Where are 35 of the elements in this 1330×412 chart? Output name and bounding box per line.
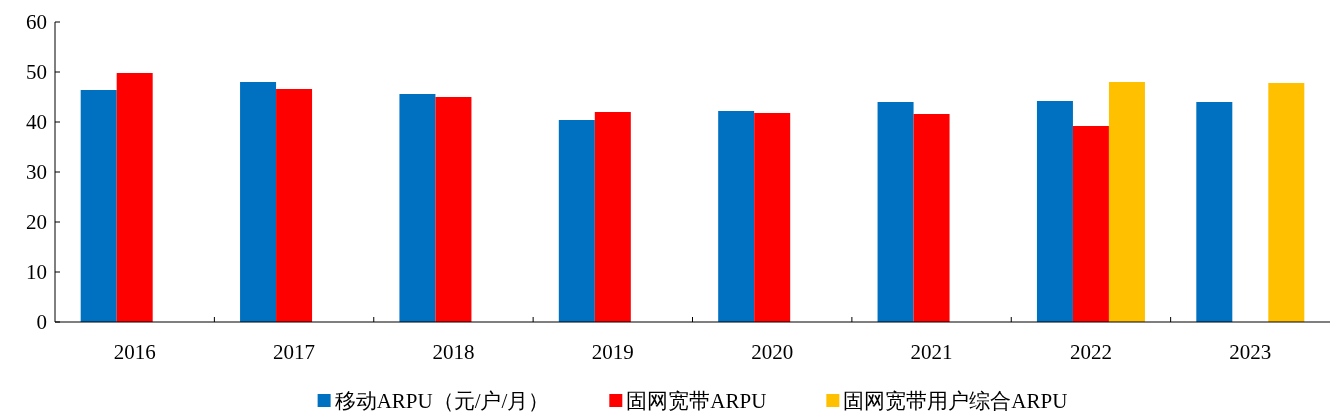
bar — [1268, 83, 1305, 322]
bar — [594, 112, 631, 322]
x-tick-label: 2018 — [432, 340, 475, 364]
bar — [877, 102, 914, 322]
y-tick-label: 20 — [26, 210, 47, 234]
x-tick-label: 2017 — [273, 340, 316, 364]
bar — [1072, 126, 1109, 322]
bar — [1196, 102, 1233, 322]
legend-label: 固网宽带用户综合ARPU — [843, 389, 1068, 412]
bar — [435, 97, 472, 322]
bar — [558, 120, 595, 322]
y-tick-label: 50 — [26, 60, 47, 84]
bar — [80, 90, 117, 322]
y-tick-label: 40 — [26, 110, 47, 134]
x-tick-label: 2020 — [751, 340, 794, 364]
bar — [276, 89, 313, 322]
x-tick-label: 2023 — [1229, 340, 1272, 364]
bar — [718, 111, 755, 322]
bar — [116, 73, 153, 322]
legend-label: 固网宽带ARPU — [626, 389, 767, 412]
y-tick-label: 0 — [36, 310, 47, 334]
bar — [1108, 82, 1145, 322]
x-tick-label: 2016 — [113, 340, 156, 364]
x-tick-label: 2022 — [1069, 340, 1112, 364]
bar — [399, 94, 436, 322]
legend-label: 移动ARPU（元/户/月） — [334, 389, 550, 412]
y-tick-label: 60 — [26, 10, 47, 34]
bar — [913, 114, 950, 322]
y-tick-label: 10 — [26, 260, 47, 284]
bar — [240, 82, 277, 322]
bar — [1036, 101, 1073, 322]
x-tick-label: 2019 — [591, 340, 634, 364]
x-tick-label: 2021 — [910, 340, 953, 364]
bar — [754, 113, 791, 322]
y-tick-label: 30 — [26, 160, 47, 184]
